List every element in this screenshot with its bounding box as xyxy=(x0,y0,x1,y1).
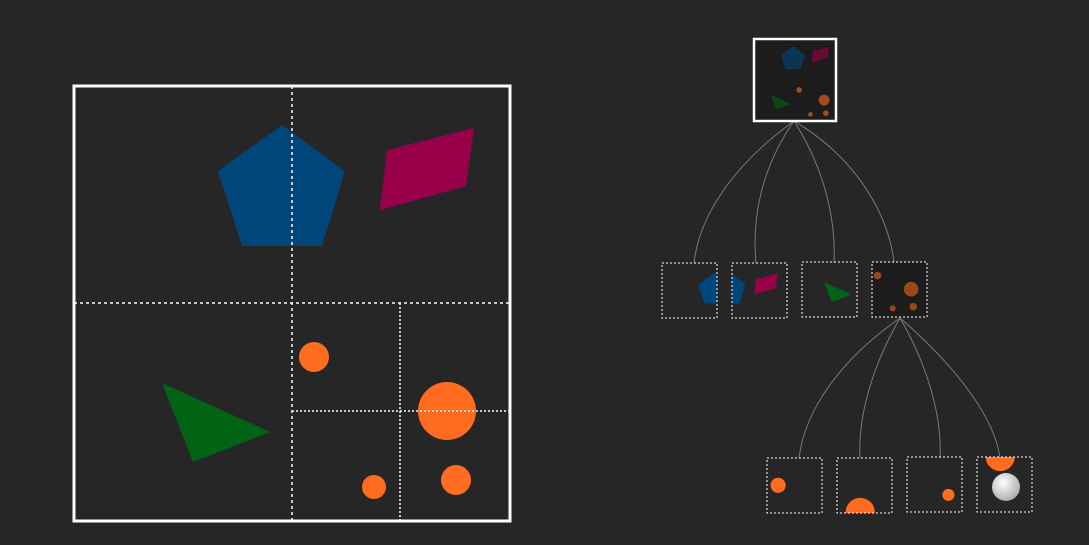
main-view xyxy=(72,84,512,523)
quadtree-dividers xyxy=(74,86,510,521)
child-nodes xyxy=(661,261,928,319)
scene-border xyxy=(72,84,512,523)
root-node xyxy=(752,37,838,123)
grandchild-nodes xyxy=(766,456,1033,514)
tree-edges xyxy=(693,120,1001,459)
